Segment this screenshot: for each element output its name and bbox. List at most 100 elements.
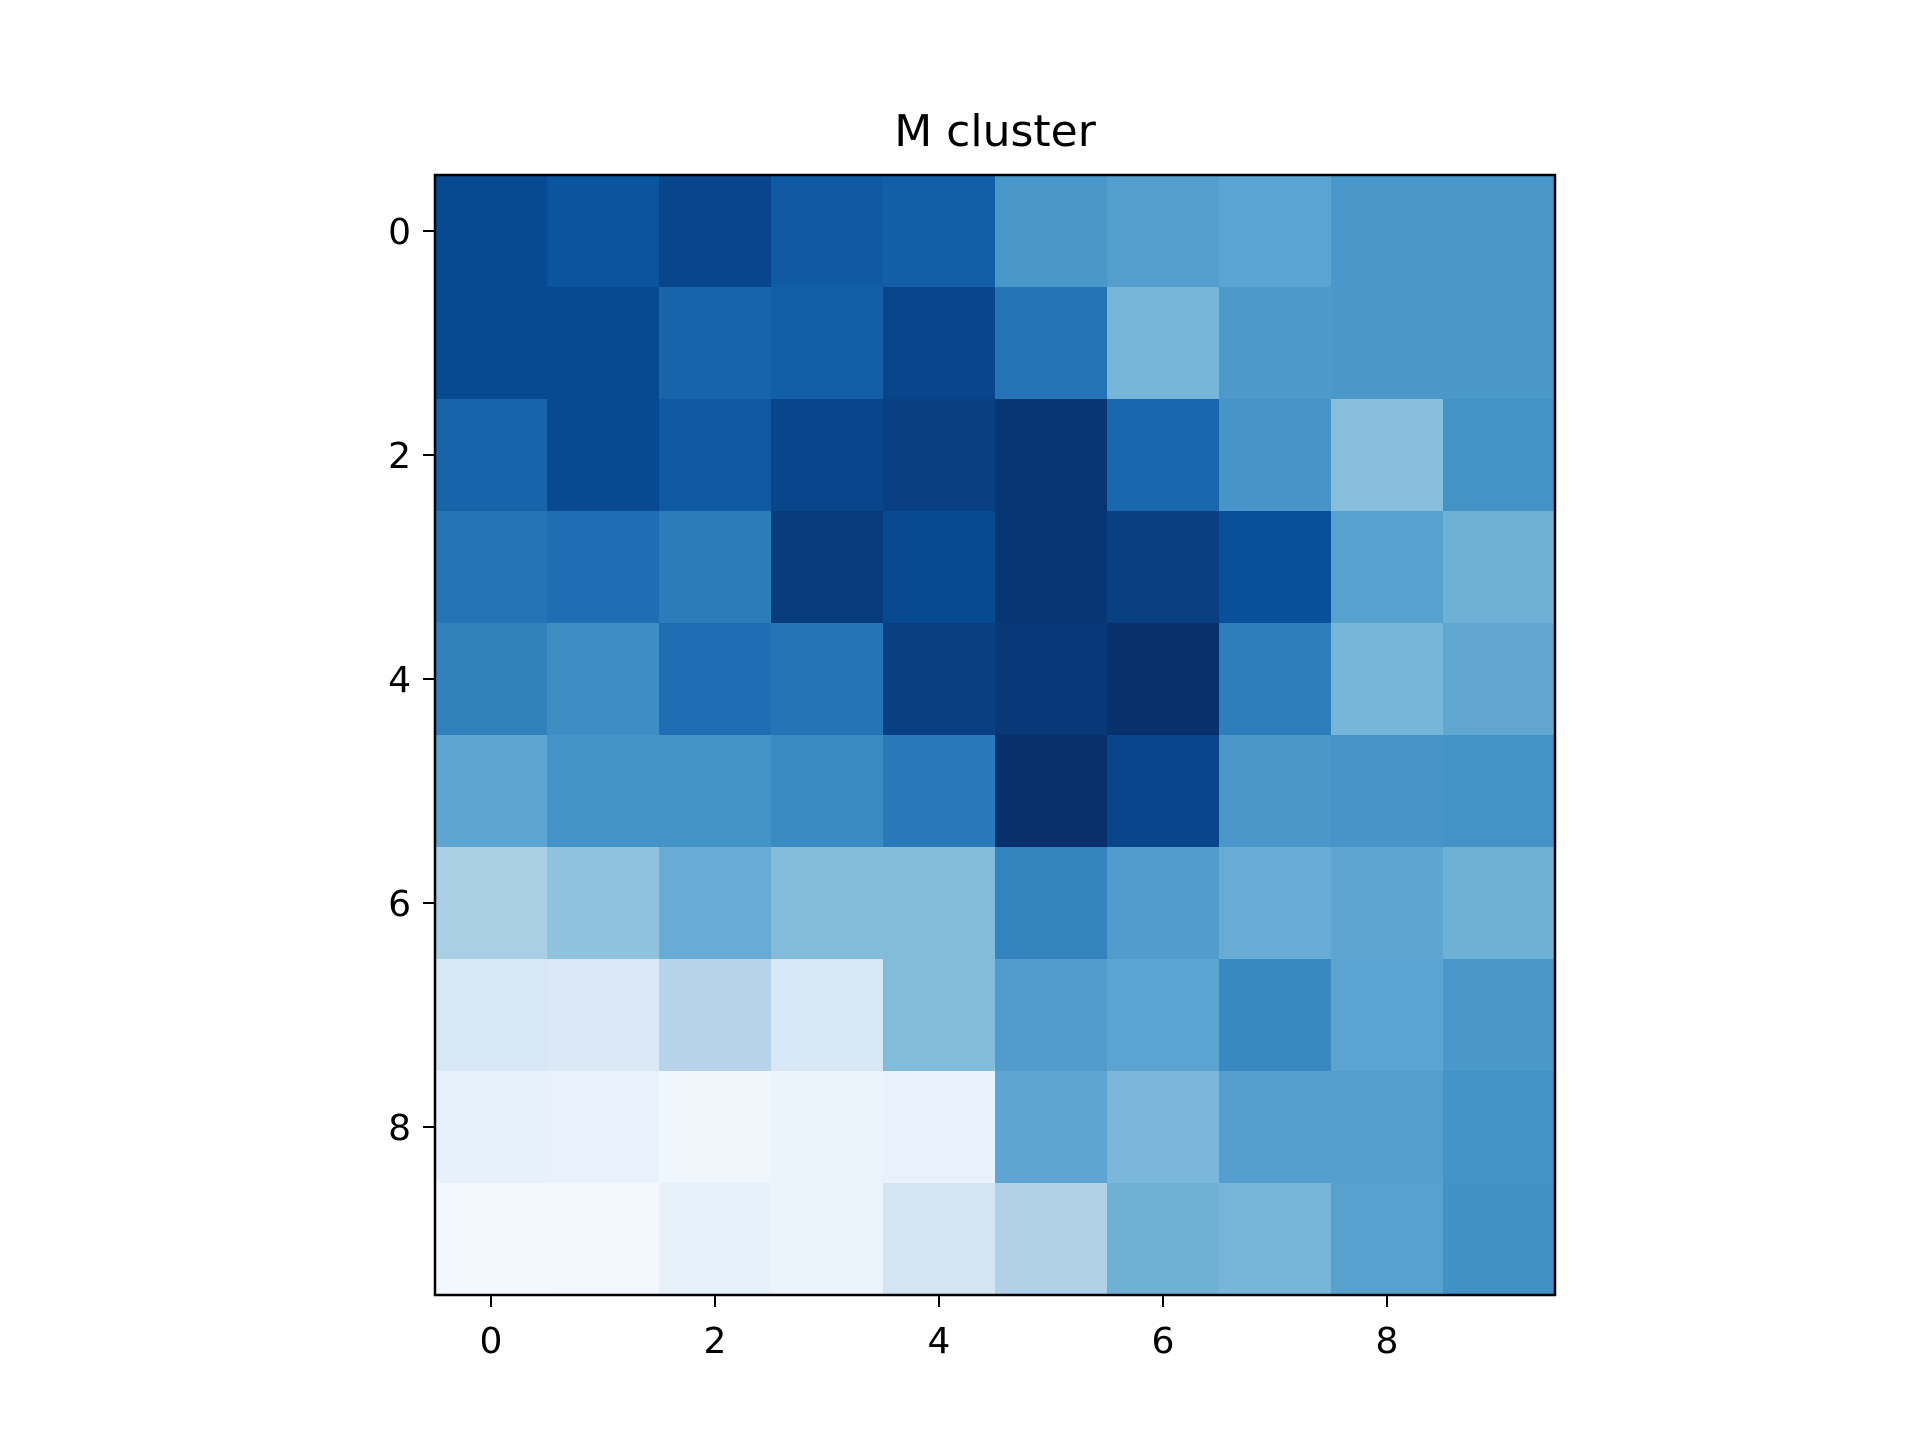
heatmap-cell-r5-c1: [547, 735, 660, 848]
heatmap-cell-r7-c1: [547, 959, 660, 1072]
heatmap-cell-r9-c8: [1331, 1183, 1444, 1296]
heatmap-cell-r2-c8: [1331, 399, 1444, 512]
heatmap-cell-r6-c9: [1443, 847, 1556, 960]
heatmap-cell-r0-c7: [1219, 175, 1332, 288]
heatmap-cell-r1-c4: [883, 287, 996, 400]
y-tick-label: 6: [388, 884, 411, 925]
heatmap-cell-r5-c4: [883, 735, 996, 848]
heatmap-cell-r6-c5: [995, 847, 1108, 960]
x-tick-label: 0: [480, 1321, 503, 1362]
x-tick-label: 6: [1152, 1321, 1175, 1362]
heatmap-cell-r4-c7: [1219, 623, 1332, 736]
y-tick-label: 0: [388, 212, 411, 253]
heatmap-cell-r8-c1: [547, 1071, 660, 1184]
heatmap-cell-r3-c0: [435, 511, 548, 624]
y-tick-label: 8: [388, 1108, 411, 1149]
heatmap-cell-r5-c3: [771, 735, 884, 848]
heatmap-cell-r4-c5: [995, 623, 1108, 736]
heatmap-cell-r7-c9: [1443, 959, 1556, 1072]
heatmap-cell-r6-c2: [659, 847, 772, 960]
heatmap-cell-r6-c4: [883, 847, 996, 960]
heatmap-cell-r2-c2: [659, 399, 772, 512]
heatmap-cell-r3-c8: [1331, 511, 1444, 624]
heatmap-cell-r2-c0: [435, 399, 548, 512]
heatmap-cell-r1-c9: [1443, 287, 1556, 400]
heatmap-cell-r0-c0: [435, 175, 548, 288]
heatmap-cell-r8-c8: [1331, 1071, 1444, 1184]
heatmap-cell-r4-c1: [547, 623, 660, 736]
x-tick-label: 2: [704, 1321, 727, 1362]
heatmap-cell-r9-c1: [547, 1183, 660, 1296]
heatmap-cell-r8-c6: [1107, 1071, 1220, 1184]
heatmap-cell-r5-c8: [1331, 735, 1444, 848]
heatmap-cell-r0-c6: [1107, 175, 1220, 288]
x-tick-label: 4: [928, 1321, 951, 1362]
heatmap-cell-r2-c5: [995, 399, 1108, 512]
heatmap-cell-r2-c3: [771, 399, 884, 512]
heatmap-cell-r8-c7: [1219, 1071, 1332, 1184]
heatmap-cell-r1-c3: [771, 287, 884, 400]
heatmap-cell-r7-c8: [1331, 959, 1444, 1072]
heatmap-cell-r3-c6: [1107, 511, 1220, 624]
heatmap-cell-r0-c5: [995, 175, 1108, 288]
heatmap-cell-r2-c9: [1443, 399, 1556, 512]
heatmap-cell-r4-c3: [771, 623, 884, 736]
heatmap-cell-r7-c0: [435, 959, 548, 1072]
heatmap-cell-r3-c3: [771, 511, 884, 624]
heatmap-cell-r1-c7: [1219, 287, 1332, 400]
heatmap-cell-r5-c6: [1107, 735, 1220, 848]
heatmap-cell-r9-c3: [771, 1183, 884, 1296]
heatmap-cell-r9-c6: [1107, 1183, 1220, 1296]
heatmap-cell-r2-c4: [883, 399, 996, 512]
heatmap-cell-r5-c5: [995, 735, 1108, 848]
heatmap-cell-r8-c4: [883, 1071, 996, 1184]
heatmap-cell-r4-c4: [883, 623, 996, 736]
heatmap-cell-r4-c2: [659, 623, 772, 736]
heatmap-cell-r1-c6: [1107, 287, 1220, 400]
heatmap-cell-r7-c5: [995, 959, 1108, 1072]
heatmap-cell-r1-c1: [547, 287, 660, 400]
heatmap-cell-r3-c1: [547, 511, 660, 624]
heatmap-cell-r7-c6: [1107, 959, 1220, 1072]
heatmap-cell-r0-c8: [1331, 175, 1444, 288]
heatmap-cell-r3-c5: [995, 511, 1108, 624]
y-tick-label: 2: [388, 436, 411, 477]
heatmap-cell-r2-c7: [1219, 399, 1332, 512]
heatmap-cell-r5-c7: [1219, 735, 1332, 848]
heatmap-cell-r8-c2: [659, 1071, 772, 1184]
heatmap-cell-r1-c8: [1331, 287, 1444, 400]
plot-frame: [433, 173, 1557, 1297]
heatmap-cell-r6-c3: [771, 847, 884, 960]
heatmap-cell-r8-c9: [1443, 1071, 1556, 1184]
heatmap-cell-r0-c1: [547, 175, 660, 288]
heatmap-cell-r3-c9: [1443, 511, 1556, 624]
heatmap-cells: [435, 175, 1556, 1296]
heatmap-cell-r0-c9: [1443, 175, 1556, 288]
heatmap-cell-r7-c4: [883, 959, 996, 1072]
heatmap-cell-r3-c4: [883, 511, 996, 624]
heatmap-cell-r0-c3: [771, 175, 884, 288]
heatmap-cell-r4-c0: [435, 623, 548, 736]
heatmap-cell-r9-c9: [1443, 1183, 1556, 1296]
heatmap-cell-r9-c0: [435, 1183, 548, 1296]
chart-axes: 0 2 4 6 8 0 2 4 6 8: [388, 173, 1557, 1362]
heatmap-cell-r5-c0: [435, 735, 548, 848]
heatmap-cell-r9-c5: [995, 1183, 1108, 1296]
heatmap-cell-r1-c0: [435, 287, 548, 400]
heatmap-cell-r8-c0: [435, 1071, 548, 1184]
heatmap-cell-r7-c2: [659, 959, 772, 1072]
y-tick-label: 4: [388, 660, 411, 701]
heatmap-cell-r8-c3: [771, 1071, 884, 1184]
heatmap-cell-r2-c1: [547, 399, 660, 512]
heatmap-cell-r4-c8: [1331, 623, 1444, 736]
heatmap-cell-r0-c2: [659, 175, 772, 288]
heatmap-cell-r6-c1: [547, 847, 660, 960]
heatmap-cell-r3-c7: [1219, 511, 1332, 624]
heatmap-cell-r7-c3: [771, 959, 884, 1072]
heatmap-cell-r5-c9: [1443, 735, 1556, 848]
heatmap-cell-r7-c7: [1219, 959, 1332, 1072]
heatmap-cell-r9-c7: [1219, 1183, 1332, 1296]
heatmap-cell-r1-c2: [659, 287, 772, 400]
